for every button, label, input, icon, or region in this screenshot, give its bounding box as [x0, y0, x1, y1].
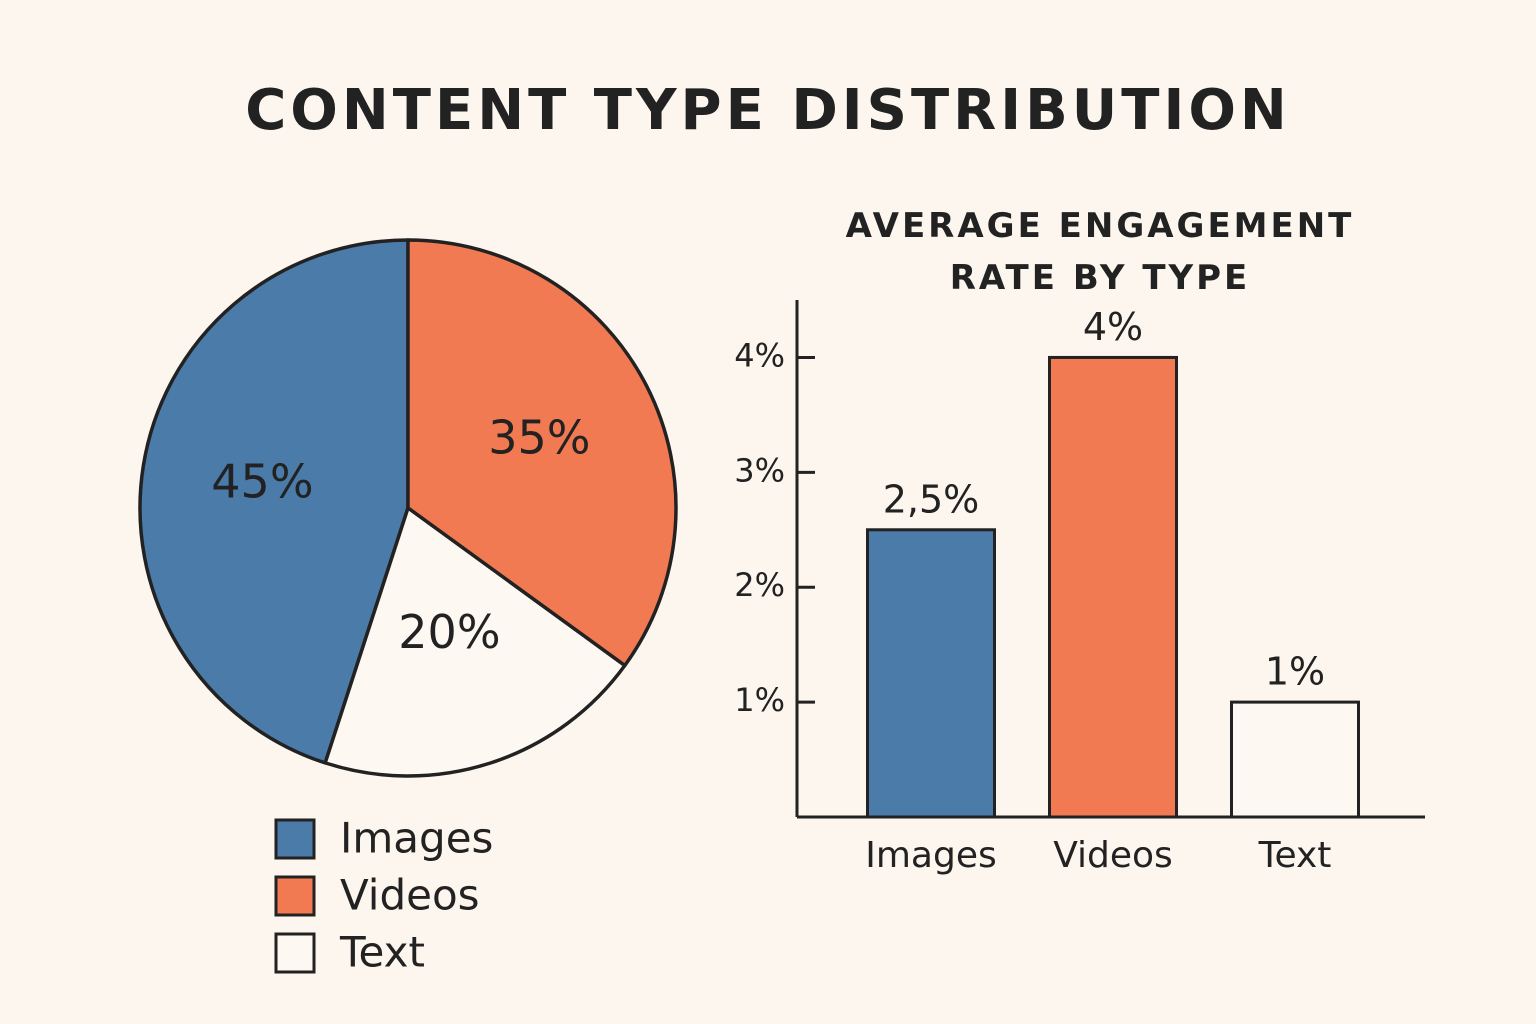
legend-swatch — [274, 818, 316, 860]
slice-label: 20% — [398, 605, 500, 659]
x-tick-label: Images — [865, 835, 997, 876]
slice-label: 45% — [211, 454, 313, 508]
pie-slice — [406, 238, 678, 668]
x-tick-label: Text — [1258, 835, 1332, 876]
bar — [1048, 355, 1178, 819]
main-title: CONTENT TYPE DISTRIBUTION — [245, 78, 1291, 143]
bar — [866, 528, 996, 819]
legend-label: Text — [339, 928, 425, 977]
bar-chart-title: AVERAGE ENGAGEMENT RATE BY TYPE — [845, 206, 1355, 298]
y-tick-label: 2% — [734, 566, 785, 604]
y-tick-label: 4% — [734, 336, 785, 374]
pie-slice — [323, 506, 627, 778]
pie-slice — [138, 238, 410, 765]
x-tick-label: Videos — [1053, 835, 1173, 876]
legend-swatch — [274, 932, 316, 974]
legend-swatch — [274, 875, 316, 917]
legend-label: Videos — [340, 871, 480, 920]
y-tick-label: 3% — [734, 451, 785, 489]
bar-value-label: 4% — [1083, 305, 1143, 349]
legend-label: Images — [340, 814, 493, 863]
y-tick-label: 1% — [734, 681, 785, 719]
bar — [1230, 700, 1360, 819]
bar-value-label: 1% — [1265, 650, 1325, 694]
slice-label: 35% — [488, 411, 590, 465]
bar-value-label: 2,5% — [883, 477, 980, 521]
